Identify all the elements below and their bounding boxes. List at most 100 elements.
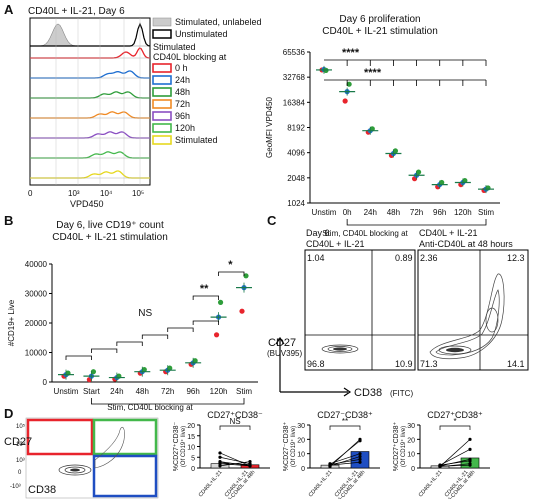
count-xtick-label-5: 96h xyxy=(186,387,199,396)
hist-xtick-2: 10⁴ xyxy=(100,189,113,198)
prolif-point-1-2 xyxy=(346,81,352,87)
count-ylabel: #CD19+ Live xyxy=(7,299,16,346)
bar1-pair-line-3 xyxy=(329,456,361,467)
gating-ytick-4: -10³ xyxy=(10,484,21,490)
prolif-bracket-label: Stim, CD40L blocking at xyxy=(322,229,408,238)
prolif-point-4-2 xyxy=(415,169,422,175)
count-sig-ns: NS xyxy=(138,308,152,319)
prolif-ylabel: GeoMFI VPD450 xyxy=(265,96,274,157)
bar2-pair-b-0 xyxy=(468,437,472,441)
bar1-pair-a-5 xyxy=(328,462,332,467)
legend-swatch-unlabeled xyxy=(152,17,172,27)
count-xtick-label-4: 72h xyxy=(161,387,174,396)
bar1-pair-line-5 xyxy=(329,459,361,465)
bar0-ytick-label-2: 10 xyxy=(187,445,195,452)
flow-left-q1: 1.04 xyxy=(307,253,325,263)
count-ns-bracket-4 xyxy=(167,327,194,332)
legend-swatch-unstim xyxy=(152,29,172,39)
bar2-sig: * xyxy=(453,417,456,426)
count-ns-bracket-5 xyxy=(192,320,219,325)
legend-swatch-3 xyxy=(152,99,172,109)
bar0-pair-b-5 xyxy=(248,463,252,467)
bar1-pair-b-5 xyxy=(358,457,362,461)
bar1-pair-line-4 xyxy=(329,461,361,466)
bar1-sig: ** xyxy=(342,417,348,426)
histogram-frame xyxy=(29,17,151,186)
prolif-ytick-label-5: 2048 xyxy=(287,174,305,183)
bar1-pair-b-1 xyxy=(358,439,362,443)
bar0-ytick-label-1: 5 xyxy=(191,455,195,462)
bar0-sig-bracket xyxy=(219,425,251,430)
panel-d-letter: D xyxy=(4,406,13,421)
bar2-ytick-label-0: 0 xyxy=(411,466,415,473)
gate-cd27neg-cd38pos xyxy=(92,454,158,498)
bar0-sig: NS xyxy=(229,417,240,426)
panel-a-hist-title: CD40L + IL-21, Day 6 xyxy=(28,6,125,17)
flow-left-title-1: Day 6 xyxy=(306,228,330,238)
flow-x-axis-label: CD38 xyxy=(354,387,382,399)
hist-unlabeled xyxy=(30,23,150,47)
count-title-1: Day 6, live CD19⁺ count xyxy=(56,220,164,231)
flow-right-q2: 12.3 xyxy=(507,253,525,263)
flow-left-q4: 10.9 xyxy=(395,359,413,369)
bar2-ytick-label-3: 30 xyxy=(407,423,415,430)
flow-plot-right: 2.36 12.3 71.3 14.1 xyxy=(417,249,529,371)
bar2-cat-0: CD40L+IL-21 xyxy=(418,469,444,498)
count-point-7-2 xyxy=(243,273,249,279)
gate-cd27pos-cd38neg xyxy=(26,418,94,456)
gating-plot: 10⁵ 10⁴ 10³ 0 -10³ xyxy=(10,417,159,499)
prolif-ytick-label-3: 8192 xyxy=(287,124,305,133)
flow-left-title-2: CD40L + IL-21 xyxy=(306,239,364,249)
legend-label-0: 0 h xyxy=(175,63,188,73)
bar1-ylabel: %CD27⁻CD38⁺ xyxy=(283,421,290,471)
bar1-pair-b-2 xyxy=(358,452,362,456)
bar2-sig-bracket xyxy=(439,425,471,430)
count-xtick-label-2: 24h xyxy=(110,387,123,396)
legend-label-2: 48h xyxy=(175,87,190,97)
prolif-xtick-label-4: 72h xyxy=(410,208,423,217)
legend-items: 0 h 24h 48h 72h 96h 120h Stimulated xyxy=(152,63,218,145)
count-title-2: CD40L + IL-21 stimulation xyxy=(52,232,168,243)
gating-ytick-3: 0 xyxy=(18,470,22,476)
hist-xtick-0: 0 xyxy=(28,189,33,198)
bar1-ytick-label-0: 0 xyxy=(301,466,305,473)
count-point-1-2 xyxy=(90,369,97,375)
gating-ytick-2: 10³ xyxy=(16,458,25,464)
bar2-title: CD27⁺CD38⁺ xyxy=(427,410,483,420)
bar2-ytick-label-2: 20 xyxy=(407,437,415,444)
count-point-6-2 xyxy=(217,299,224,305)
gating-contours xyxy=(58,427,125,476)
bar0-ylabel: %CD27⁺CD38⁻ xyxy=(173,421,180,471)
count-bottom-bracket xyxy=(91,398,245,405)
prolif-ytick-label-2: 16384 xyxy=(283,98,306,107)
proliferation-chart: 65536 32768 16384 8192 4096 2048 1024 GeoMFI VP… xyxy=(265,47,500,226)
legend-label-3: 72h xyxy=(175,99,190,109)
count-ns-bracket-1 xyxy=(91,348,118,353)
prolif-xtick-label-3: 48h xyxy=(387,208,400,217)
count-bracket-label: Stim, CD40L blocking at xyxy=(107,403,193,412)
legend-label-unlabeled: Stimulated, unlabeled xyxy=(175,17,262,27)
count-xtick-label-1: Start xyxy=(83,387,101,396)
prolif-point-1-0 xyxy=(342,98,348,104)
count-point-6-0 xyxy=(213,332,220,338)
hist-trace-5 xyxy=(30,151,150,159)
bar1-pair-line-2 xyxy=(329,453,361,465)
prolif-title-2: CD40L + IL-21 stimulation xyxy=(322,26,438,37)
legend-swatch-0 xyxy=(152,63,172,73)
bar0-title: CD27⁺CD38⁻ xyxy=(207,410,263,420)
hist-trace-0 xyxy=(30,47,151,59)
bar0-pair-b-3 xyxy=(248,459,252,464)
legend-label-1: 24h xyxy=(175,75,190,85)
flow-plot-left: 1.04 0.89 96.8 10.9 xyxy=(304,249,416,371)
histogram-legend: Stimulated, unlabeled Unstimulated Stimu… xyxy=(152,17,262,145)
bar2-pair-line-1 xyxy=(439,449,471,466)
bar0-pair-a-5 xyxy=(218,461,222,465)
count-ytick-label-0: 0 xyxy=(43,378,48,387)
panel-c-letter: C xyxy=(267,213,277,228)
gating-ytick-0: 10⁵ xyxy=(16,423,26,430)
gating-y-axis: CD27 xyxy=(4,436,32,448)
hist-trace-2 xyxy=(30,91,150,99)
prolif-xtick-label-5: 96h xyxy=(433,208,446,217)
hist-trace-3 xyxy=(30,111,150,119)
